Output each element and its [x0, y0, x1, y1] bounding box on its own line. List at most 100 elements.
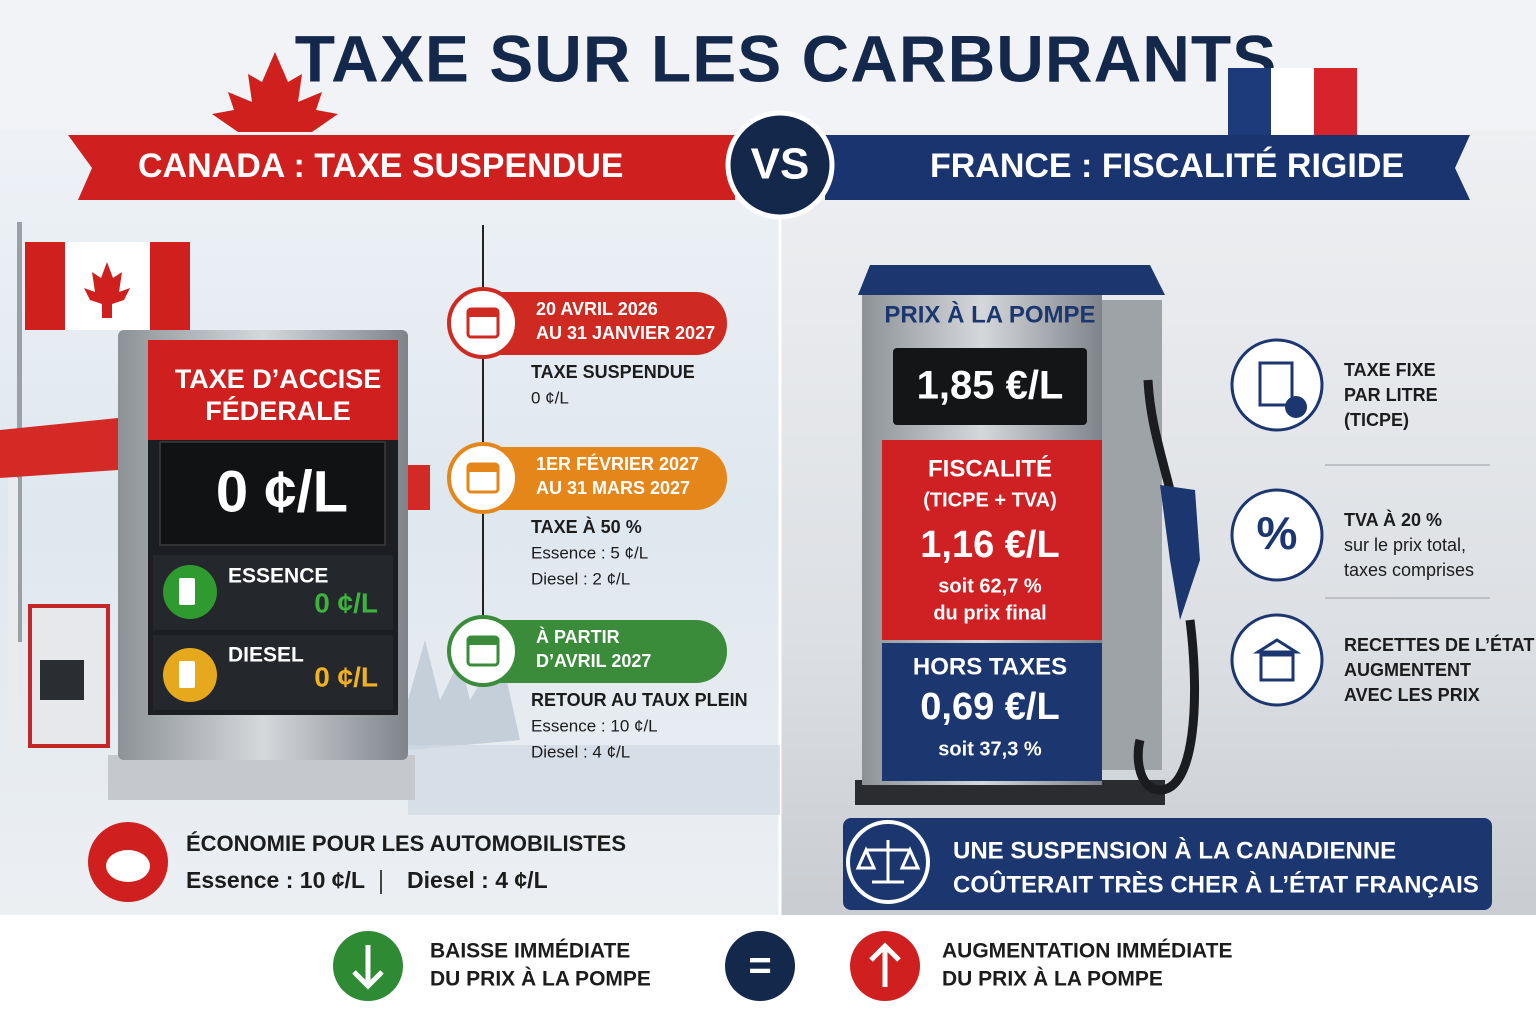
- document-icon: [1258, 361, 1294, 407]
- fact-text: taxes comprises: [1344, 560, 1474, 580]
- canada-flag-left: [25, 242, 65, 330]
- fact-text: AUGMENTENT: [1344, 660, 1471, 680]
- timeline-status: TAXE SUSPENDUE: [531, 362, 695, 382]
- net-value: 0,69 €/L: [920, 686, 1059, 728]
- sign-base: [108, 755, 415, 800]
- vs-circle: [725, 110, 835, 220]
- canada-flag-leaf: [84, 262, 130, 318]
- equals-icon: [725, 931, 795, 1001]
- timeline-pill: [470, 292, 727, 355]
- canada-banner-text: CANADA : TAXE SUSPENDUE: [138, 147, 623, 185]
- callout-box: [843, 818, 1492, 910]
- timeline-date: AU 31 JANVIER 2027: [536, 323, 715, 343]
- timeline-icon: [447, 442, 519, 514]
- calendar-bar: [468, 309, 498, 317]
- fact-icon: [1230, 613, 1324, 707]
- title: TAXE SUR LES CARBURANTS: [295, 21, 1277, 95]
- maple-leaf: [212, 52, 338, 132]
- timeline-detail: Diesel : 4 ¢/L: [531, 742, 630, 761]
- canada-flag-right: [150, 242, 190, 330]
- timeline-pill: [470, 447, 727, 510]
- pump-nozzle: [1160, 485, 1200, 620]
- fact-text: sur le prix total,: [1344, 535, 1466, 555]
- savings-item: Diesel : 4 ¢/L: [407, 867, 548, 893]
- tax-share: soit 62,7 %: [938, 575, 1042, 597]
- essence-icon-pump: [179, 578, 195, 605]
- net-title: HORS TAXES: [913, 653, 1067, 680]
- callout-text: COÛTERAIT TRÈS CHER À L’ÉTAT FRANÇAIS: [953, 870, 1479, 898]
- diesel-icon-pump: [179, 661, 195, 688]
- france-banner-text: FRANCE : FISCALITÉ RIGIDE: [930, 147, 1404, 185]
- fact-icon: [1230, 488, 1324, 582]
- sign-display: [159, 441, 386, 546]
- timeline: 20 AVRIL 2026 AU 31 JANVIER 2027 TAXE SUSP…: [447, 287, 748, 761]
- sign-title: TAXE D’ACCISE: [175, 364, 382, 394]
- pump-display: [893, 348, 1087, 425]
- pump-header: PRIX À LA POMPE: [884, 300, 1095, 328]
- canada-banner: [68, 135, 735, 200]
- tax-title: FISCALITÉ: [928, 454, 1052, 482]
- fact-text: TAXE FIXE: [1344, 360, 1436, 380]
- timeline-pill: [470, 620, 727, 683]
- calendar-bar: [468, 464, 498, 472]
- timeline-date: D’AVRIL 2027: [536, 651, 651, 671]
- timeline-detail: Essence : 10 ¢/L: [531, 716, 658, 735]
- fact-icon: [1230, 338, 1324, 432]
- timeline-icon: [447, 287, 519, 359]
- fact-icon-text: %: [1257, 507, 1298, 559]
- tax-block: [882, 440, 1102, 640]
- pump-hose: [1133, 379, 1200, 795]
- tax-value: 1,16 €/L: [920, 524, 1059, 566]
- fact-text: (TICPE): [1344, 410, 1409, 430]
- station-canopy: [0, 418, 118, 478]
- timeline-detail: Essence : 5 ¢/L: [531, 543, 648, 562]
- sign-title: FÉDERALE: [205, 395, 351, 426]
- euro-icon: [1285, 396, 1307, 418]
- fact-text: RECETTES DE L’ÉTAT: [1344, 634, 1534, 655]
- station-pillar: [8, 478, 18, 758]
- flag-white: [1271, 68, 1314, 136]
- fact-text: AVEC LES PRIX: [1344, 685, 1480, 705]
- bank-icon: [1252, 638, 1302, 682]
- timeline-date: AU 31 MARS 2027: [536, 478, 690, 498]
- timeline-date: 1ER FÉVRIER 2027: [536, 453, 699, 474]
- vs-text: VS: [751, 140, 810, 189]
- net-block: [882, 643, 1102, 781]
- timeline-detail: Diesel : 2 ¢/L: [531, 569, 630, 588]
- station-canopy-right: [408, 465, 430, 510]
- pump-price: 1,85 €/L: [917, 364, 1064, 408]
- bottom-right-text: AUGMENTATION IMMÉDIATE: [942, 940, 1232, 963]
- fact-text: PAR LITRE: [1344, 385, 1438, 405]
- savings-title: ÉCONOMIE POUR LES AUTOMOBILISTES: [186, 831, 626, 856]
- water: [408, 745, 780, 815]
- tax-share: du prix final: [933, 602, 1046, 624]
- fact-text: TVA À 20 %: [1344, 509, 1442, 530]
- sign-row-value: 0 ¢/L: [314, 587, 378, 618]
- piggy: [106, 850, 150, 882]
- up-arrow: [869, 942, 901, 987]
- callout-text: UNE SUSPENSION À LA CANADIENNE: [953, 836, 1396, 864]
- bottom-left-text: BAISSE IMMÉDIATE: [430, 940, 630, 963]
- sign-row-value: 0 ¢/L: [314, 661, 378, 692]
- small-pump-screen: [40, 660, 84, 700]
- sign-header: [148, 340, 398, 440]
- net-share: soit 37,3 %: [938, 738, 1042, 760]
- down-arrow: [352, 945, 384, 990]
- bottom-right-text: DU PRIX À LA POMPE: [942, 968, 1163, 991]
- equals-text: =: [748, 944, 771, 988]
- timeline-detail: 0 ¢/L: [531, 388, 569, 407]
- scale-glyph: [855, 840, 921, 884]
- pump-cap: [858, 265, 1165, 295]
- timeline-date: À PARTIR: [536, 626, 620, 647]
- facts: TAXE FIXE PAR LITRE (TICPE)% TVA À 20 % sur …: [1230, 338, 1534, 707]
- tax-subtitle: (TICPE + TVA): [923, 489, 1057, 511]
- pump-side: [1102, 300, 1162, 770]
- timeline-icon: [447, 615, 519, 687]
- timeline-date: 20 AVRIL 2026: [536, 299, 658, 319]
- savings-item: Essence : 10 ¢/L: [186, 867, 365, 893]
- calendar-bar: [468, 637, 498, 645]
- sign-row-label: DIESEL: [228, 644, 304, 667]
